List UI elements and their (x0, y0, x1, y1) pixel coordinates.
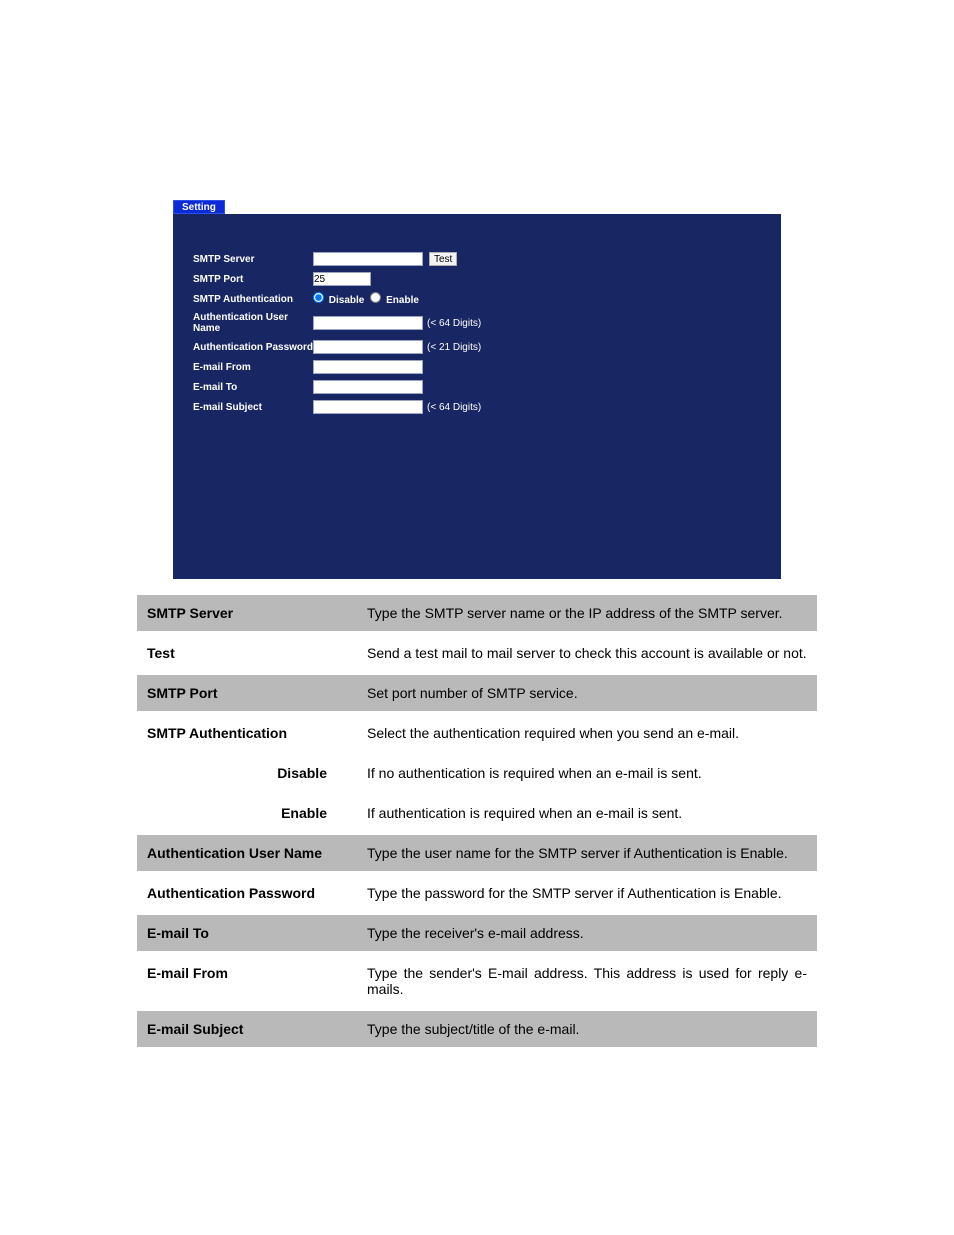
settings-panel: Setting SMTP Server Test SMTP Port SMTP … (173, 200, 781, 579)
panel-body: SMTP Server Test SMTP Port SMTP Authenti… (173, 214, 781, 579)
radio-disable-wrapper: Disable (313, 292, 364, 306)
input-smtp-port[interactable] (313, 272, 371, 286)
row-email-to: E-mail To (193, 380, 761, 394)
input-email-subject[interactable] (313, 400, 423, 414)
desc-key: Disable (137, 753, 357, 793)
desc-value: If authentication is required when an e-… (357, 793, 817, 833)
label-smtp-port: SMTP Port (193, 274, 313, 285)
table-row: SMTP PortSet port number of SMTP service… (137, 673, 817, 713)
label-email-from: E-mail From (193, 362, 313, 373)
label-auth-pass: Authentication Password (193, 342, 313, 353)
table-row: Authentication PasswordType the password… (137, 873, 817, 913)
desc-key: Enable (137, 793, 357, 833)
input-email-from[interactable] (313, 360, 423, 374)
desc-value: Type the subject/title of the e-mail. (357, 1009, 817, 1047)
test-button[interactable]: Test (429, 252, 457, 266)
radio-enable[interactable] (370, 292, 381, 303)
desc-value: Type the user name for the SMTP server i… (357, 833, 817, 873)
table-row: DisableIf no authentication is required … (137, 753, 817, 793)
table-row: EnableIf authentication is required when… (137, 793, 817, 833)
input-auth-user[interactable] (313, 316, 423, 330)
hint-email-subject: (< 64 Digits) (427, 402, 481, 413)
hint-auth-user: (< 64 Digits) (427, 318, 481, 329)
table-row: E-mail ToType the receiver's e-mail addr… (137, 913, 817, 953)
row-auth-pass: Authentication Password (< 21 Digits) (193, 340, 761, 354)
desc-value: Send a test mail to mail server to check… (357, 633, 817, 673)
desc-key: SMTP Server (137, 593, 357, 633)
radio-enable-wrapper: Enable (370, 292, 419, 306)
desc-key: E-mail To (137, 913, 357, 953)
desc-value: Set port number of SMTP service. (357, 673, 817, 713)
table-row: E-mail SubjectType the subject/title of … (137, 1009, 817, 1047)
row-auth-user: Authentication User Name (< 64 Digits) (193, 312, 761, 334)
radio-group-auth: Disable Enable (313, 292, 419, 306)
table-row: E-mail FromType the sender's E-mail addr… (137, 953, 817, 1009)
table-row: Authentication User NameType the user na… (137, 833, 817, 873)
label-email-subject: E-mail Subject (193, 402, 313, 413)
tab-setting[interactable]: Setting (173, 200, 225, 214)
desc-key: SMTP Authentication (137, 713, 357, 753)
desc-key: E-mail Subject (137, 1009, 357, 1047)
label-auth-user: Authentication User Name (193, 312, 313, 334)
desc-key: SMTP Port (137, 673, 357, 713)
desc-value: Type the receiver's e-mail address. (357, 913, 817, 953)
table-row: SMTP AuthenticationSelect the authentica… (137, 713, 817, 753)
table-row: SMTP ServerType the SMTP server name or … (137, 593, 817, 633)
desc-key: Authentication Password (137, 873, 357, 913)
input-smtp-server[interactable] (313, 252, 423, 266)
row-smtp-port: SMTP Port (193, 272, 761, 286)
label-email-to: E-mail To (193, 382, 313, 393)
tab-row: Setting (173, 200, 781, 214)
radio-disable[interactable] (313, 292, 324, 303)
input-auth-pass[interactable] (313, 340, 423, 354)
desc-key: Test (137, 633, 357, 673)
desc-value: Select the authentication required when … (357, 713, 817, 753)
row-email-from: E-mail From (193, 360, 761, 374)
radio-disable-label: Disable (329, 295, 365, 306)
desc-value: Type the sender's E-mail address. This a… (357, 953, 817, 1009)
desc-value: Type the SMTP server name or the IP addr… (357, 593, 817, 633)
desc-key: Authentication User Name (137, 833, 357, 873)
table-row: TestSend a test mail to mail server to c… (137, 633, 817, 673)
desc-key: E-mail From (137, 953, 357, 1009)
description-table: SMTP ServerType the SMTP server name or … (137, 591, 817, 1047)
row-email-subject: E-mail Subject (< 64 Digits) (193, 400, 761, 414)
row-smtp-auth: SMTP Authentication Disable Enable (193, 292, 761, 306)
label-smtp-auth: SMTP Authentication (193, 294, 313, 305)
row-smtp-server: SMTP Server Test (193, 252, 761, 266)
input-email-to[interactable] (313, 380, 423, 394)
hint-auth-pass: (< 21 Digits) (427, 342, 481, 353)
desc-value: Type the password for the SMTP server if… (357, 873, 817, 913)
radio-enable-label: Enable (386, 295, 419, 306)
label-smtp-server: SMTP Server (193, 254, 313, 265)
desc-value: If no authentication is required when an… (357, 753, 817, 793)
